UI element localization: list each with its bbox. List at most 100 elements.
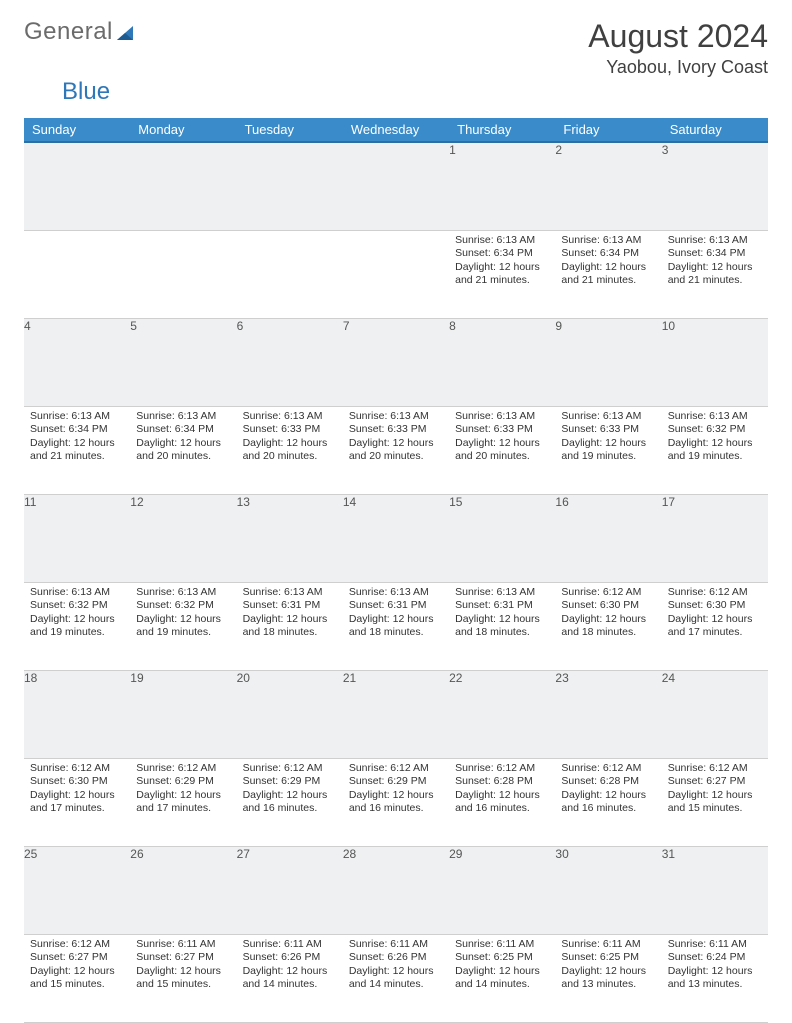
day-number-cell: 11 — [24, 494, 130, 582]
daylight-line: Daylight: 12 hours and 14 minutes. — [455, 965, 549, 992]
title-block: August 2024 Yaobou, Ivory Coast — [588, 18, 768, 78]
sunset-line: Sunset: 6:26 PM — [349, 951, 443, 965]
sunrise-line: Sunrise: 6:12 AM — [243, 762, 337, 776]
daylight-line: Daylight: 12 hours and 19 minutes. — [136, 613, 230, 640]
day-cell: Sunrise: 6:12 AMSunset: 6:27 PMDaylight:… — [24, 934, 130, 1022]
sunrise-line: Sunrise: 6:13 AM — [136, 410, 230, 424]
day-number-cell: 26 — [130, 846, 236, 934]
sunset-line: Sunset: 6:32 PM — [30, 599, 124, 613]
day-number-cell: 2 — [555, 142, 661, 230]
day-cell — [130, 230, 236, 318]
sunset-line: Sunset: 6:33 PM — [349, 423, 443, 437]
day-content: Sunrise: 6:12 AMSunset: 6:29 PMDaylight:… — [343, 759, 449, 823]
daylight-line: Daylight: 12 hours and 17 minutes. — [30, 789, 124, 816]
day-content: Sunrise: 6:13 AMSunset: 6:33 PMDaylight:… — [555, 407, 661, 471]
day-cell: Sunrise: 6:11 AMSunset: 6:25 PMDaylight:… — [449, 934, 555, 1022]
sunrise-line: Sunrise: 6:12 AM — [668, 586, 762, 600]
daylight-line: Daylight: 12 hours and 16 minutes. — [561, 789, 655, 816]
day-content: Sunrise: 6:12 AMSunset: 6:30 PMDaylight:… — [24, 759, 130, 823]
day-number-cell: 15 — [449, 494, 555, 582]
weekday-header: Thursday — [449, 118, 555, 142]
day-number-cell: 16 — [555, 494, 661, 582]
day-number-cell: 9 — [555, 318, 661, 406]
day-cell: Sunrise: 6:12 AMSunset: 6:28 PMDaylight:… — [555, 758, 661, 846]
day-cell: Sunrise: 6:11 AMSunset: 6:25 PMDaylight:… — [555, 934, 661, 1022]
sunrise-line: Sunrise: 6:13 AM — [668, 234, 762, 248]
day-cell: Sunrise: 6:13 AMSunset: 6:33 PMDaylight:… — [343, 406, 449, 494]
day-content: Sunrise: 6:12 AMSunset: 6:29 PMDaylight:… — [130, 759, 236, 823]
day-cell: Sunrise: 6:13 AMSunset: 6:31 PMDaylight:… — [237, 582, 343, 670]
day-content: Sunrise: 6:12 AMSunset: 6:28 PMDaylight:… — [555, 759, 661, 823]
sunset-line: Sunset: 6:34 PM — [561, 247, 655, 261]
daylight-line: Daylight: 12 hours and 13 minutes. — [561, 965, 655, 992]
daylight-line: Daylight: 12 hours and 21 minutes. — [455, 261, 549, 288]
day-content: Sunrise: 6:13 AMSunset: 6:34 PMDaylight:… — [130, 407, 236, 471]
day-cell: Sunrise: 6:12 AMSunset: 6:29 PMDaylight:… — [237, 758, 343, 846]
sunrise-line: Sunrise: 6:13 AM — [349, 586, 443, 600]
sunset-line: Sunset: 6:28 PM — [455, 775, 549, 789]
sunrise-line: Sunrise: 6:13 AM — [668, 410, 762, 424]
sunrise-line: Sunrise: 6:13 AM — [243, 586, 337, 600]
calendar-table: SundayMondayTuesdayWednesdayThursdayFrid… — [24, 118, 768, 1023]
day-cell: Sunrise: 6:13 AMSunset: 6:32 PMDaylight:… — [130, 582, 236, 670]
day-cell: Sunrise: 6:13 AMSunset: 6:34 PMDaylight:… — [662, 230, 768, 318]
day-number-cell: 31 — [662, 846, 768, 934]
day-number-cell: 10 — [662, 318, 768, 406]
sunset-line: Sunset: 6:29 PM — [136, 775, 230, 789]
sunrise-line: Sunrise: 6:13 AM — [455, 586, 549, 600]
day-number-cell: 13 — [237, 494, 343, 582]
daylight-line: Daylight: 12 hours and 15 minutes. — [136, 965, 230, 992]
day-number-cell: 22 — [449, 670, 555, 758]
weekday-header: Tuesday — [237, 118, 343, 142]
day-cell: Sunrise: 6:11 AMSunset: 6:26 PMDaylight:… — [343, 934, 449, 1022]
day-number-cell: 3 — [662, 142, 768, 230]
daylight-line: Daylight: 12 hours and 20 minutes. — [349, 437, 443, 464]
weekday-header: Wednesday — [343, 118, 449, 142]
logo: General — [24, 18, 137, 46]
day-number-cell: 18 — [24, 670, 130, 758]
week-row: Sunrise: 6:13 AMSunset: 6:32 PMDaylight:… — [24, 582, 768, 670]
day-number-cell: 1 — [449, 142, 555, 230]
sunset-line: Sunset: 6:34 PM — [30, 423, 124, 437]
day-content: Sunrise: 6:12 AMSunset: 6:27 PMDaylight:… — [662, 759, 768, 823]
week-row: Sunrise: 6:13 AM Sunset: 6:34 PM Daylight:… — [24, 230, 768, 318]
day-content: Sunrise: 6:13 AMSunset: 6:32 PMDaylight:… — [130, 583, 236, 647]
sunrise-line: Sunrise: 6:11 AM — [243, 938, 337, 952]
sunrise-line: Sunrise: 6:13 AM — [455, 234, 549, 248]
day-number-cell: 5 — [130, 318, 236, 406]
logo-text-blue: Blue — [62, 78, 110, 105]
daynum-row: 18192021222324 — [24, 670, 768, 758]
day-number-cell — [343, 142, 449, 230]
day-cell — [343, 230, 449, 318]
week-row: Sunrise: 6:13 AMSunset: 6:34 PMDaylight:… — [24, 406, 768, 494]
day-content: Sunrise: 6:12 AMSunset: 6:29 PMDaylight:… — [237, 759, 343, 823]
daylight-line: Daylight: 12 hours and 18 minutes. — [243, 613, 337, 640]
weekday-header: Saturday — [662, 118, 768, 142]
day-content: Sunrise: 6:12 AMSunset: 6:28 PMDaylight:… — [449, 759, 555, 823]
day-content: Sunrise: 6:13 AMSunset: 6:33 PMDaylight:… — [237, 407, 343, 471]
sunset-line: Sunset: 6:27 PM — [668, 775, 762, 789]
day-cell: Sunrise: 6:13 AMSunset: 6:31 PMDaylight:… — [449, 582, 555, 670]
day-cell: Sunrise: 6:12 AMSunset: 6:30 PMDaylight:… — [555, 582, 661, 670]
day-cell: Sunrise: 6:13 AMSunset: 6:34 PMDaylight:… — [130, 406, 236, 494]
daynum-row: 11121314151617 — [24, 494, 768, 582]
weekday-row: SundayMondayTuesdayWednesdayThursdayFrid… — [24, 118, 768, 142]
sunset-line: Sunset: 6:26 PM — [243, 951, 337, 965]
day-number-cell: 21 — [343, 670, 449, 758]
day-content: Sunrise: 6:11 AMSunset: 6:27 PMDaylight:… — [130, 935, 236, 999]
day-content: Sunrise: 6:12 AMSunset: 6:30 PMDaylight:… — [555, 583, 661, 647]
sunrise-line: Sunrise: 6:12 AM — [349, 762, 443, 776]
location-label: Yaobou, Ivory Coast — [588, 57, 768, 78]
day-cell: Sunrise: 6:12 AMSunset: 6:29 PMDaylight:… — [343, 758, 449, 846]
daynum-row: 123 — [24, 142, 768, 230]
sunrise-line: Sunrise: 6:12 AM — [30, 762, 124, 776]
sunrise-line: Sunrise: 6:11 AM — [455, 938, 549, 952]
day-number-cell — [24, 142, 130, 230]
day-content: Sunrise: 6:13 AMSunset: 6:31 PMDaylight:… — [343, 583, 449, 647]
day-cell: Sunrise: 6:13 AMSunset: 6:31 PMDaylight:… — [343, 582, 449, 670]
sunrise-line: Sunrise: 6:11 AM — [561, 938, 655, 952]
sunset-line: Sunset: 6:34 PM — [136, 423, 230, 437]
sunset-line: Sunset: 6:32 PM — [136, 599, 230, 613]
day-number-cell: 25 — [24, 846, 130, 934]
sunrise-line: Sunrise: 6:13 AM — [30, 586, 124, 600]
